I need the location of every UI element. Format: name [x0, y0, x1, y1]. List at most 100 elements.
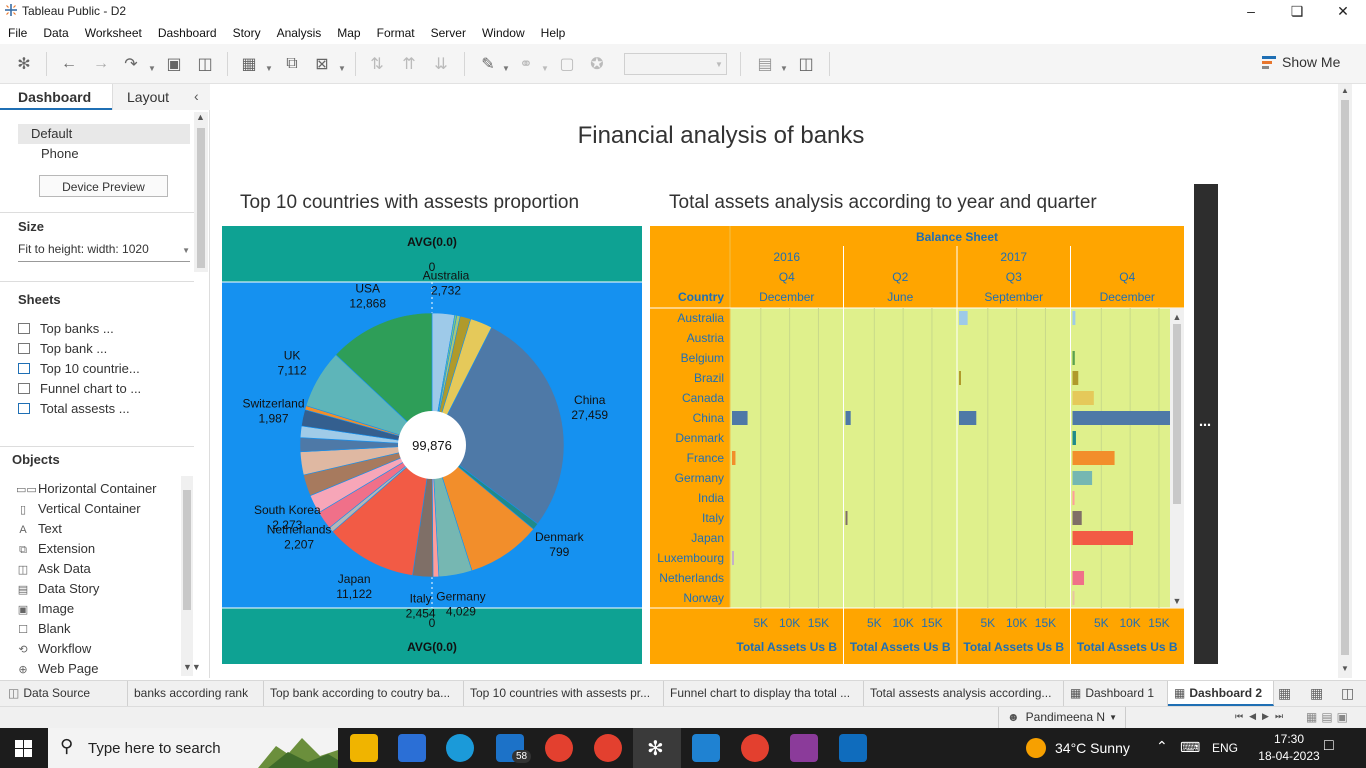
object-item[interactable]: A Text — [16, 521, 62, 536]
pane-scrollbar[interactable]: ▲ — [194, 112, 208, 272]
bar-denmark[interactable] — [1072, 431, 1076, 445]
duplicate-icon[interactable]: ⧉ — [286, 55, 298, 72]
menu-data[interactable]: Data — [43, 26, 69, 40]
attach-icon[interactable]: ⚭ — [519, 56, 533, 73]
view-mode-icons[interactable]: ▦▤▣ — [1306, 710, 1353, 724]
device-default[interactable]: Default — [18, 124, 190, 144]
swap-icon[interactable]: ⇅ — [370, 56, 384, 73]
presentation-mode-icon[interactable]: ◫ — [798, 56, 814, 73]
tab-dashboard[interactable]: Dashboard — [0, 84, 112, 110]
highlight-icon[interactable]: ✎ — [481, 56, 495, 73]
objects-scrollbar-thumb[interactable] — [183, 490, 191, 610]
cards-icon[interactable]: ▤ — [757, 56, 773, 73]
language-indicator[interactable]: ENG — [1212, 741, 1239, 755]
menu-analysis[interactable]: Analysis — [276, 26, 322, 40]
notifications-icon[interactable]: □ — [1324, 737, 1334, 754]
new-sheet-dropdown-icon[interactable]: ▼ — [265, 64, 273, 73]
collapse-pane-icon[interactable]: ‹ — [194, 88, 199, 104]
scroll-up-icon[interactable]: ▲ — [196, 112, 205, 122]
outlook-icon[interactable] — [839, 734, 867, 762]
bar-china[interactable] — [732, 411, 748, 425]
bar-australia[interactable] — [1072, 311, 1076, 325]
pie-slice-usa[interactable] — [335, 312, 433, 446]
pin-icon[interactable]: ✪ — [590, 56, 604, 73]
canvas-scrollbar-thumb[interactable] — [1341, 100, 1349, 655]
redo-icon[interactable]: → — [93, 55, 109, 72]
bar-france[interactable] — [732, 451, 736, 465]
bar-scroll-down-icon[interactable]: ▼ — [1173, 596, 1182, 606]
bar-italy[interactable] — [1072, 511, 1082, 525]
scroll-down-icon[interactable]: ▼▼ — [183, 662, 201, 672]
object-item[interactable]: ◫ Ask Data — [16, 561, 91, 576]
save-icon[interactable]: ▣ — [166, 56, 182, 73]
tab-navigation[interactable]: ⏮◀▶⏭ — [1235, 711, 1290, 721]
new-data-source-icon[interactable]: ◫ — [197, 56, 213, 73]
bar-brazil[interactable] — [1072, 371, 1079, 385]
weather-text[interactable]: 34°C Sunny — [1055, 740, 1130, 756]
restore-button[interactable]: ❏ — [1290, 2, 1304, 19]
sheet-item[interactable]: Funnel chart to ... — [18, 381, 141, 396]
bar-luxembourg[interactable] — [732, 551, 734, 565]
sheet-item[interactable]: Top banks ... — [18, 321, 114, 336]
floating-container-handle[interactable]: ⋯ — [1194, 184, 1218, 664]
bar-australia[interactable] — [959, 311, 968, 325]
system-tray-chevron-icon[interactable]: ⌃ — [1156, 738, 1168, 754]
object-item[interactable]: ⧉ Extension — [16, 541, 95, 557]
mail-icon[interactable]: 58 — [496, 734, 532, 763]
clear-dropdown-icon[interactable]: ▼ — [338, 64, 346, 73]
winrar-icon[interactable] — [790, 734, 818, 762]
menu-window[interactable]: Window — [481, 26, 525, 40]
show-me-button[interactable]: Show Me — [1262, 54, 1340, 70]
highlight-dropdown-icon[interactable]: ▼ — [502, 64, 510, 73]
tab-layout[interactable]: Layout — [112, 84, 210, 110]
replay-dropdown-icon[interactable]: ▼ — [148, 64, 156, 73]
show-labels-icon[interactable]: ▢ — [559, 56, 575, 73]
clear-sheet-icon[interactable]: ⊠ — [315, 56, 329, 73]
tab-dashboard-2[interactable]: ▦ Dashboard 2 — [1168, 681, 1274, 706]
object-item[interactable]: ▣ Image — [16, 601, 74, 616]
new-worksheet-tab-icon[interactable]: ▦ — [1278, 685, 1292, 701]
canvas-scrollbar[interactable]: ▲ ▼ — [1338, 84, 1352, 678]
tab-sheet[interactable]: Funnel chart to display tha total ... — [664, 681, 864, 706]
canvas-scroll-down-icon[interactable]: ▼ — [1341, 664, 1349, 673]
fit-dropdown[interactable]: ▼ — [624, 53, 727, 75]
clock-date[interactable]: 18-04-2023 — [1258, 749, 1320, 763]
user-menu[interactable]: ☻ Pandimeena N ▼ — [998, 707, 1126, 728]
undo-icon[interactable]: ← — [61, 55, 77, 72]
device-phone[interactable]: Phone — [41, 146, 79, 161]
minimize-button[interactable]: – — [1247, 3, 1255, 19]
pane-scrollbar-thumb[interactable] — [197, 128, 205, 268]
sort-ascending-icon[interactable]: ⇈ — [402, 56, 416, 73]
bar-japan[interactable] — [1072, 531, 1134, 545]
close-button[interactable]: ✕ — [1337, 2, 1349, 19]
tab-sheet[interactable]: banks according rank — [128, 681, 264, 706]
tableau-taskbar-button[interactable]: ✻ — [633, 728, 681, 768]
bar-china[interactable] — [1072, 411, 1181, 425]
new-dashboard-tab-icon[interactable]: ▦ — [1310, 685, 1324, 701]
tableau-home-icon[interactable]: ✻ — [17, 56, 31, 73]
tab-sheet[interactable]: Total assests analysis according... — [864, 681, 1064, 706]
menu-map[interactable]: Map — [337, 26, 361, 40]
menu-help[interactable]: Help — [540, 26, 566, 40]
object-item[interactable]: ▭▭Horizontal Container — [16, 481, 157, 496]
sheet-item[interactable]: Top 10 countrie... — [18, 361, 140, 376]
menu-server[interactable]: Server — [430, 26, 466, 40]
bar-china[interactable] — [845, 411, 851, 425]
replay-icon[interactable]: ↷ — [124, 56, 138, 73]
object-item[interactable]: ▯ Vertical Container — [16, 501, 141, 516]
objects-scrollbar[interactable] — [181, 476, 193, 676]
sheet-item[interactable]: Total assests ... — [18, 401, 130, 416]
new-story-tab-icon[interactable]: ◫ — [1341, 685, 1355, 701]
menu-dashboard[interactable]: Dashboard — [157, 26, 217, 40]
menu-file[interactable]: File — [8, 26, 28, 40]
sheet-item[interactable]: Top bank ... — [18, 341, 107, 356]
bar-india[interactable] — [1072, 491, 1075, 505]
taskbar-search-box[interactable]: ⚲ Type here to search — [48, 728, 338, 768]
object-item[interactable]: ▤ Data Story — [16, 581, 100, 596]
object-item[interactable]: ⊕ Web Page — [16, 661, 98, 676]
keyboard-icon[interactable]: ⌨ — [1180, 739, 1201, 755]
attach-dropdown-icon[interactable]: ▼ — [541, 64, 549, 73]
object-item[interactable]: ⟲ Workflow — [16, 641, 91, 656]
bar-scroll-up-icon[interactable]: ▲ — [1173, 312, 1182, 322]
